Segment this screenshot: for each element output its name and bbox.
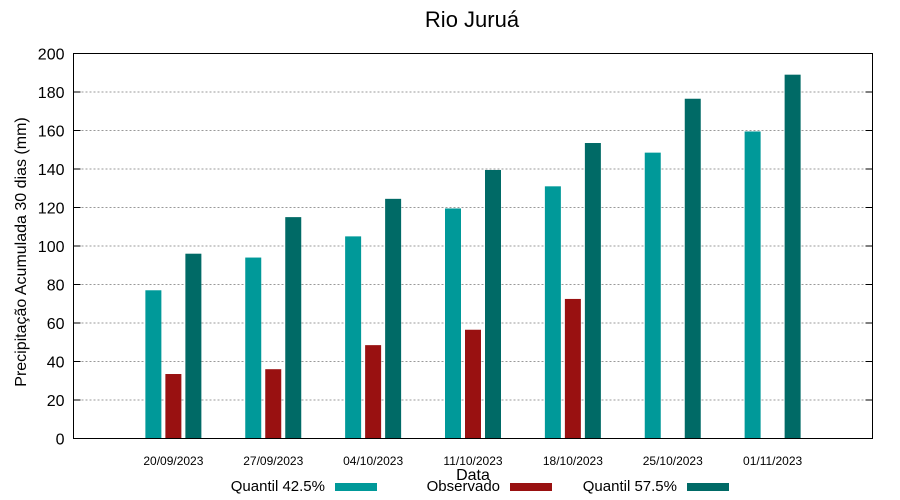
y-axis-ticks: 0 20 40 60 80 100 120 140 160 180 200: [38, 47, 873, 449]
bar-observado-1: [265, 369, 282, 439]
legend-label: Quantil 57.5%: [583, 478, 677, 495]
legend-label: Observado: [427, 478, 500, 495]
legend-swatch: [335, 483, 377, 491]
bar-quantil-42-5--4: [544, 186, 561, 439]
legend: Quantil 42.5% Observado Quantil 57.5%: [231, 478, 729, 495]
y-tick-label: 200: [38, 47, 65, 64]
x-tick-label: 04/10/2023: [343, 454, 403, 468]
chart-title: Rio Juruá: [425, 7, 520, 32]
y-tick-label: 140: [38, 162, 65, 179]
bar-quantil-42-5--5: [644, 152, 661, 439]
y-tick-label: 120: [38, 201, 65, 218]
bar-observado-4: [564, 298, 581, 439]
bar-observado-2: [365, 345, 382, 439]
y-tick-label: 80: [47, 278, 65, 295]
y-tick-label: 180: [38, 85, 65, 102]
x-tick-label: 11/10/2023: [443, 454, 502, 468]
legend-label: Quantil 42.5%: [231, 478, 325, 495]
bar-quantil-57-5--4: [584, 143, 601, 439]
bar-quantil-42-5--6: [744, 131, 761, 439]
x-tick-label: 20/09/2023: [143, 454, 203, 468]
y-tick-label: 160: [38, 124, 65, 141]
bars: [145, 74, 801, 439]
x-tick-label: 27/09/2023: [243, 454, 303, 468]
x-axis-label: Data: [456, 467, 490, 484]
y-tick-label: 100: [38, 239, 65, 256]
bar-quantil-57-5--3: [485, 169, 501, 439]
y-tick-label: 0: [56, 432, 65, 449]
legend-swatch: [687, 483, 729, 491]
bar-quantil-42-5--3: [445, 208, 461, 439]
bar-observado-3: [465, 329, 481, 439]
x-tick-label: 18/10/2023: [543, 454, 603, 468]
grid-lines: [73, 91, 873, 401]
bar-quantil-42-5--0: [145, 290, 162, 439]
bar-quantil-57-5--5: [684, 98, 701, 439]
bar-quantil-42-5--1: [245, 257, 262, 439]
x-tick-label: 01/11/2023: [743, 454, 802, 468]
x-axis-ticks: 20/09/2023 27/09/2023 04/10/2023 11/10/2023…: [143, 454, 802, 468]
x-tick-label: 25/10/2023: [643, 454, 703, 468]
y-tick-label: 20: [47, 393, 65, 410]
y-tick-label: 60: [47, 316, 65, 333]
y-tick-label: 40: [47, 355, 65, 372]
bar-observado-0: [165, 374, 182, 439]
legend-swatch: [510, 483, 552, 491]
bar-quantil-57-5--2: [385, 198, 402, 439]
bar-quantil-57-5--6: [784, 74, 801, 439]
bar-quantil-57-5--1: [285, 217, 302, 439]
y-axis-label: Precipitação Acumulada 30 dias (mm): [13, 117, 30, 386]
bar-quantil-57-5--0: [185, 253, 202, 439]
bar-quantil-42-5--2: [345, 236, 362, 439]
